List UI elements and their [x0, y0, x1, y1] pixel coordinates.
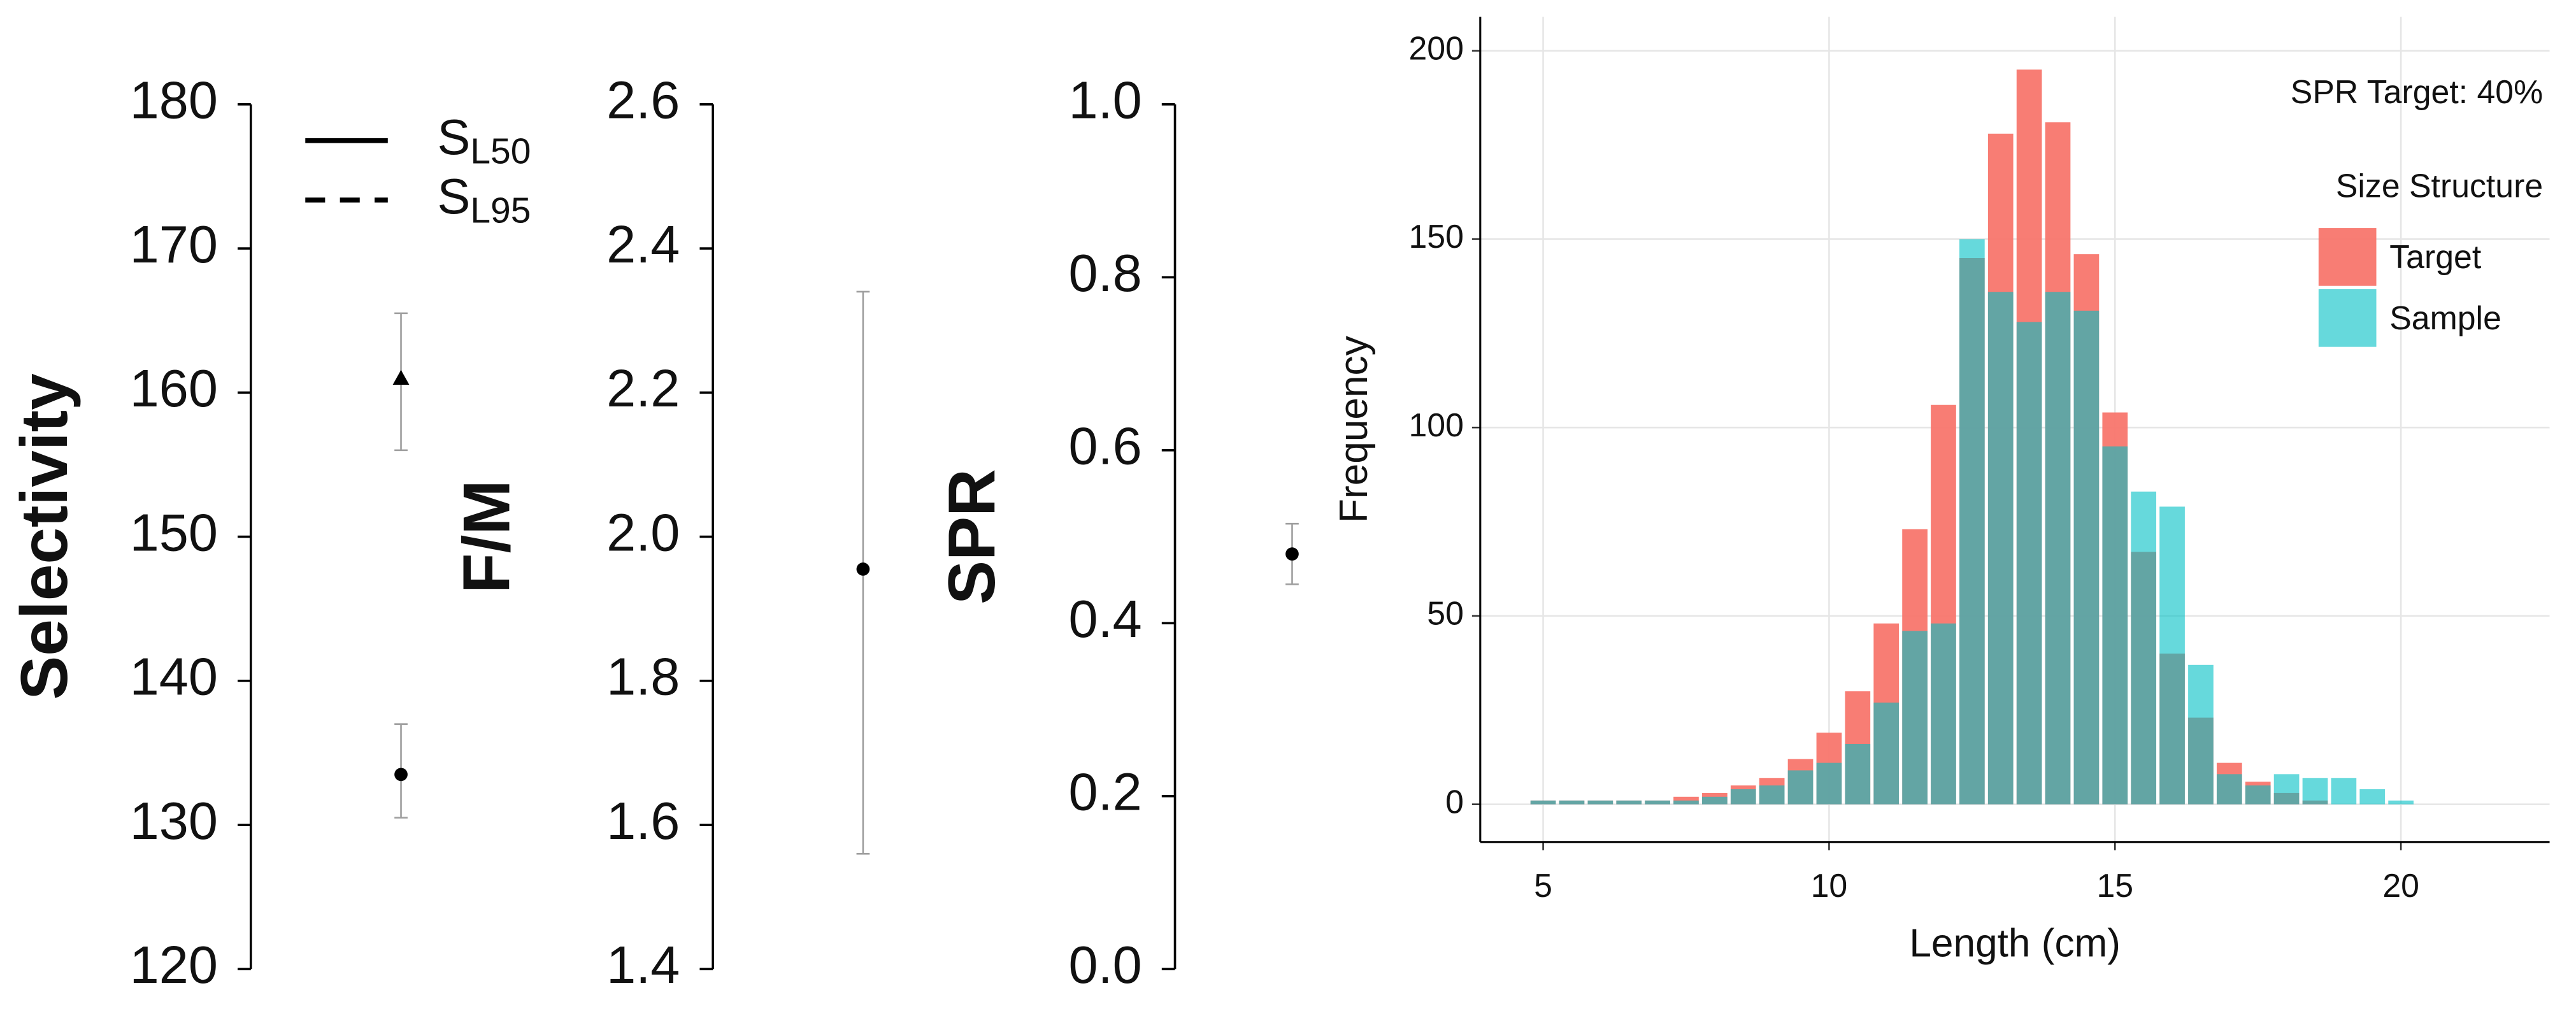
histogram-bar — [2216, 774, 2242, 805]
histogram-bar — [2102, 446, 2128, 805]
legend-label: SL50 — [438, 110, 531, 171]
point — [856, 562, 870, 576]
histogram-bar — [1931, 623, 1956, 805]
y-tick-label: 120 — [130, 935, 218, 994]
y-tick-label: 0.6 — [1068, 417, 1141, 476]
histogram-bar — [2331, 778, 2357, 805]
y-tick-label: 170 — [130, 215, 218, 274]
y-tick-label: 1.4 — [606, 935, 680, 994]
histogram-bar — [1673, 800, 1699, 805]
histogram-bar — [1587, 800, 1614, 805]
y-tick-label: 100 — [1408, 406, 1463, 443]
y-tick-label: 150 — [1408, 218, 1463, 255]
histogram-bar — [2273, 774, 2300, 805]
y-tick-label: 2.0 — [606, 503, 680, 562]
histogram-bar — [2016, 322, 2042, 805]
legend-swatch — [2318, 228, 2377, 286]
y-tick-label: 2.2 — [606, 359, 680, 418]
y-tick-label: 0.0 — [1068, 935, 1141, 994]
histogram-bar — [1902, 631, 1928, 805]
histogram-bar — [1959, 239, 1985, 805]
y-tick-label: 200 — [1408, 29, 1463, 66]
legend-label-subscript: L95 — [470, 190, 531, 231]
y-tick-label: 150 — [130, 503, 218, 562]
x-tick-label: 20 — [2382, 867, 2419, 904]
annotation: SPR Target: 40% — [2291, 73, 2543, 110]
y-tick-label: 0 — [1445, 783, 1464, 820]
histogram-bar — [1816, 762, 1842, 805]
plot-background — [1480, 17, 2550, 842]
histogram-bar — [2045, 292, 2071, 805]
histogram-bar — [1530, 800, 1556, 805]
histogram-bar — [2159, 506, 2185, 805]
histogram-bar — [2245, 785, 2271, 805]
legend-label-subscript: L50 — [470, 131, 531, 172]
histogram-bar — [1987, 292, 2014, 805]
y-axis-title: F/M — [449, 480, 523, 593]
legend-title: Size Structure — [2336, 168, 2543, 204]
histogram-bar — [2359, 789, 2386, 805]
y-axis-title: SPR — [934, 469, 1008, 605]
y-tick-label: 2.4 — [606, 215, 680, 274]
y-tick-label: 1.6 — [606, 791, 680, 850]
histogram-bar — [1787, 770, 1814, 805]
y-tick-label: 0.4 — [1068, 589, 1141, 648]
y-tick-label: 140 — [130, 647, 218, 706]
y-tick-label: 50 — [1427, 595, 1464, 632]
legend-label: Target — [2389, 238, 2482, 275]
histogram-bar — [1873, 702, 1900, 805]
y-tick-label: 130 — [130, 791, 218, 850]
x-tick-label: 5 — [1534, 867, 1552, 904]
y-tick-label: 180 — [130, 71, 218, 130]
histogram-bar — [1845, 744, 1871, 805]
y-tick-label: 2.6 — [606, 71, 680, 130]
point — [1285, 547, 1299, 561]
legend-swatch — [2318, 289, 2377, 347]
legend-label-main: S — [438, 110, 471, 164]
x-tick-label: 10 — [1811, 867, 1848, 904]
y-tick-label: 0.2 — [1068, 762, 1141, 822]
legend-label-main: S — [438, 169, 471, 224]
histogram-bar — [2188, 664, 2214, 805]
y-axis-title: Selectivity — [7, 373, 81, 700]
y-tick-label: 0.8 — [1068, 243, 1141, 303]
histogram-bar — [1616, 800, 1642, 805]
histogram-bar — [2131, 491, 2157, 805]
x-tick-label: 15 — [2096, 867, 2133, 904]
histogram-bar — [1702, 796, 1728, 805]
y-tick-label: 1.0 — [1068, 71, 1141, 130]
histogram-bar — [2073, 310, 2100, 805]
y-tick-label: 160 — [130, 359, 218, 418]
histogram-bar — [2388, 800, 2414, 805]
x-axis-title: Length (cm) — [1909, 921, 2121, 965]
y-axis-title: Frequency — [1332, 336, 1376, 523]
point — [394, 768, 408, 782]
point — [392, 369, 410, 385]
legend-label: SL95 — [438, 169, 531, 231]
y-tick-label: 1.8 — [606, 647, 680, 706]
histogram-bar — [1759, 785, 1785, 805]
histogram-bar — [2302, 778, 2328, 805]
legend-label: Sample — [2389, 299, 2501, 336]
histogram-bar — [1730, 789, 1756, 805]
histogram-bar — [1559, 800, 1585, 805]
histogram-bar — [1645, 800, 1670, 805]
